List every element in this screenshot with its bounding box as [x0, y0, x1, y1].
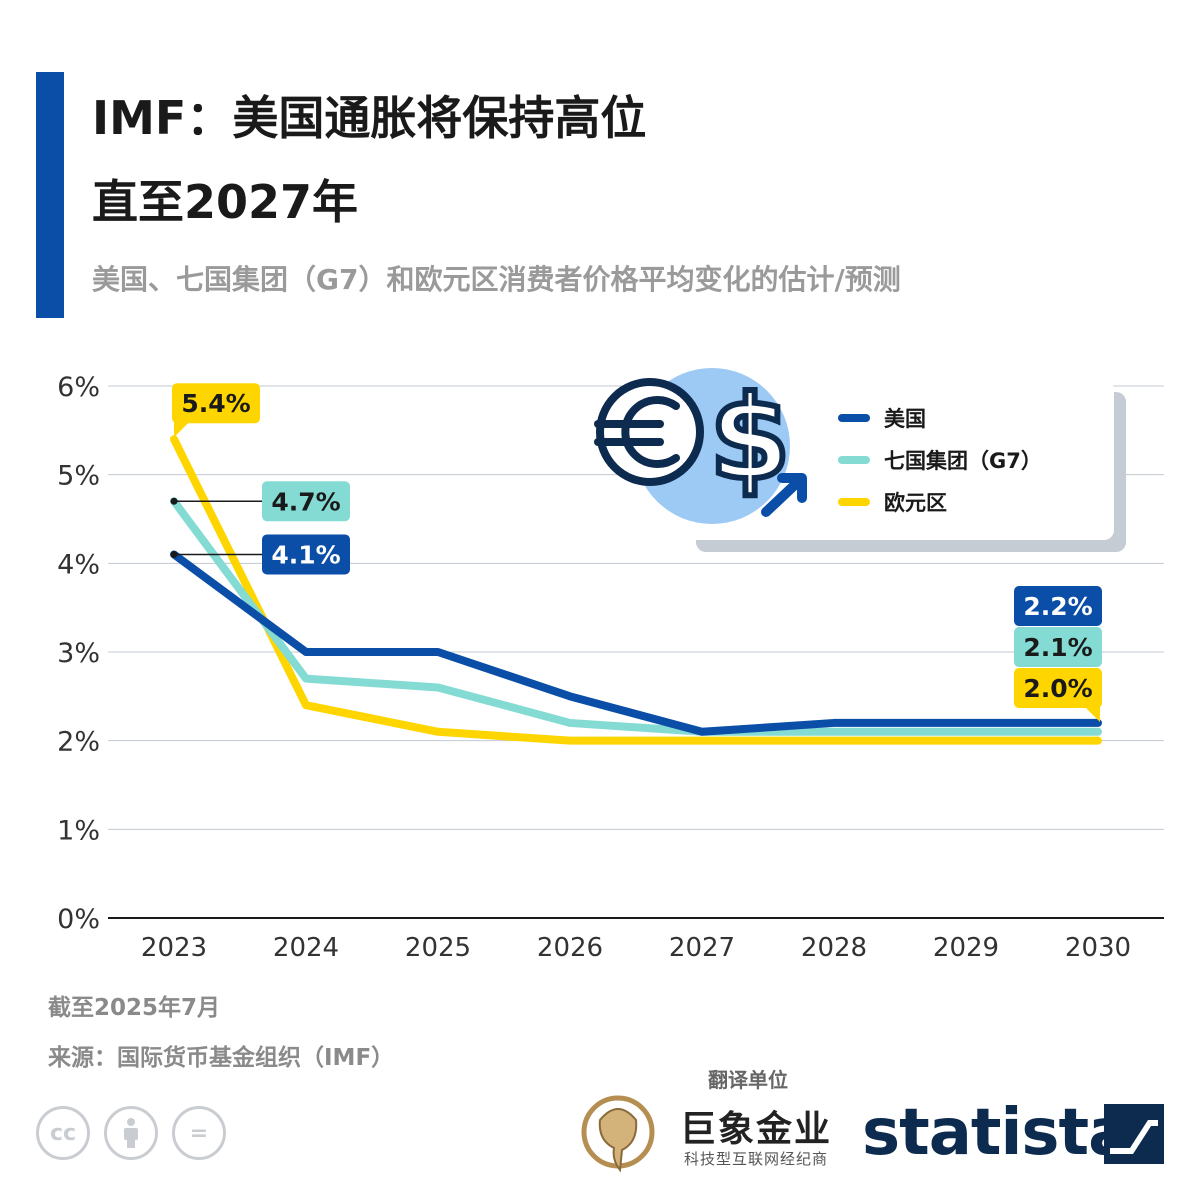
label-pointer — [174, 421, 190, 438]
svg-text:$: $ — [710, 371, 791, 506]
data-label-box — [1014, 586, 1102, 626]
legend-label: 七国集团（G7） — [884, 449, 1042, 473]
y-tick-label: 0% — [57, 904, 100, 935]
x-tick-label: 2023 — [141, 933, 207, 963]
x-tick-label: 2028 — [801, 933, 867, 963]
license-icons: cc = — [36, 1106, 226, 1160]
cc-icon[interactable]: cc — [36, 1106, 90, 1160]
label-pointer — [1084, 706, 1100, 722]
series-line — [170, 435, 1102, 745]
y-axis-ticks: 0% 1% 2% 3% 4% 5% 6% — [57, 372, 100, 935]
y-tick-label: 6% — [57, 372, 100, 403]
title-line-2: 直至2027年 — [92, 175, 359, 229]
partner-tagline: 科技型互联网经纪商 — [684, 1150, 829, 1168]
no-derivatives-icon[interactable]: = — [172, 1106, 226, 1160]
series-lines — [170, 435, 1102, 745]
x-tick-label: 2027 — [669, 933, 735, 963]
partner-name: 巨象金业 — [680, 1109, 833, 1150]
title-line-1: IMF：美国通胀将保持高位 — [92, 91, 647, 145]
data-label: 4.1% — [271, 540, 340, 569]
partner-logo-icon — [581, 1095, 655, 1173]
data-label: 2.2% — [1023, 592, 1092, 621]
x-tick-label: 2025 — [405, 933, 471, 963]
data-label-box — [172, 383, 260, 424]
x-tick-label: 2024 — [273, 933, 339, 963]
date-note: 截至2025年7月 — [48, 995, 221, 1021]
data-label: 2.1% — [1023, 633, 1092, 662]
y-tick-label: 1% — [57, 815, 100, 846]
page-title: IMF：美国通胀将保持高位 直至2027年 — [92, 76, 646, 244]
euro-dollar-up-icon: $ — [594, 368, 807, 524]
statista-mark-icon — [1104, 1104, 1164, 1164]
y-tick-label: 5% — [57, 461, 100, 492]
y-tick-label: 3% — [57, 638, 100, 669]
data-label: 5.4% — [181, 389, 250, 418]
series-line — [170, 497, 1102, 736]
data-label-box — [262, 481, 350, 522]
source-note: 来源：国际货币基金组织（IMF） — [48, 1045, 395, 1071]
y-tick-label: 2% — [57, 727, 100, 758]
x-tick-label: 2029 — [933, 933, 999, 963]
translator-label: 翻译单位 — [708, 1068, 788, 1092]
brand-logo[interactable]: statista — [862, 1096, 1131, 1170]
page-subtitle: 美国、七国集团（G7）和欧元区消费者价格平均变化的估计/预测 — [92, 263, 901, 296]
x-tick-label: 2026 — [537, 933, 603, 963]
data-label-box — [1014, 668, 1102, 708]
series-line — [170, 550, 1102, 736]
line-chart: 0%1%2%3%4%5%6% 2023 2024 2025 2026 2027 2028 2… — [57, 368, 1164, 963]
label-dot — [170, 497, 178, 505]
data-label: 4.7% — [271, 487, 340, 516]
x-tick-label: 2030 — [1065, 933, 1131, 963]
data-label: 2.0% — [1023, 674, 1092, 703]
attribution-icon[interactable] — [104, 1106, 158, 1160]
data-label-box — [1014, 627, 1102, 667]
x-axis-ticks: 2023 2024 2025 2026 2027 2028 2029 2030 — [141, 933, 1131, 963]
y-tick-label: 4% — [57, 549, 100, 580]
legend-label: 美国 — [884, 407, 926, 431]
data-label-box — [262, 534, 350, 575]
label-dot — [170, 550, 178, 558]
accent-bar — [36, 72, 64, 318]
data-labels: 5.4% 4.7% 4.1% 2.2% 2.1% 2.0% — [170, 383, 1102, 722]
legend-label: 欧元区 — [884, 491, 947, 515]
